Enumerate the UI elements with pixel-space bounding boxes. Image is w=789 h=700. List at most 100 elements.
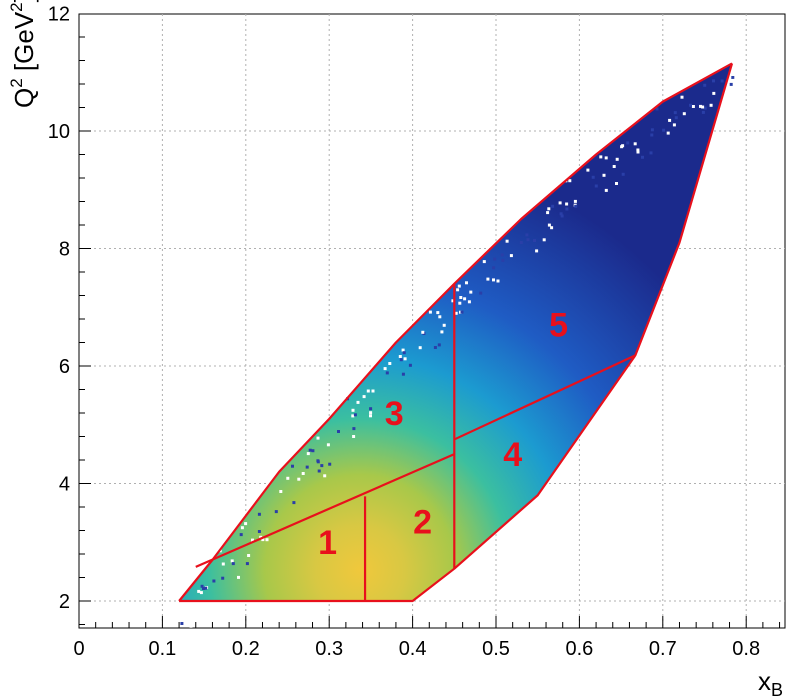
y-axis-title-mid: [GeV bbox=[9, 11, 39, 78]
sparse-bin bbox=[369, 414, 372, 418]
sparse-bin bbox=[547, 223, 551, 227]
sparse-bin bbox=[398, 355, 402, 358]
sparse-bin bbox=[701, 110, 705, 114]
heatmap-speckle bbox=[180, 76, 736, 628]
sparse-bin bbox=[438, 315, 442, 319]
sparse-bin bbox=[388, 362, 392, 365]
sparse-bin bbox=[197, 589, 201, 593]
sparse-bin bbox=[402, 351, 406, 355]
sparse-bin bbox=[604, 188, 608, 192]
x-tick-label: 0.6 bbox=[565, 638, 593, 660]
y-axis-title: Q2 [GeV2] bbox=[7, 0, 39, 108]
sparse-bin bbox=[351, 414, 355, 418]
sparse-bin bbox=[666, 131, 670, 135]
sparse-bin bbox=[574, 204, 578, 208]
y-axis-title-main: Q bbox=[9, 88, 39, 108]
heatmap-fill bbox=[179, 63, 733, 601]
sparse-bin bbox=[547, 207, 551, 211]
sparse-bin bbox=[533, 239, 536, 242]
sparse-bin bbox=[230, 559, 234, 563]
sparse-bin bbox=[199, 591, 203, 595]
sparse-bin bbox=[459, 296, 463, 299]
sparse-bin bbox=[408, 363, 412, 367]
sparse-bin bbox=[500, 253, 504, 257]
sparse-bin bbox=[371, 389, 375, 393]
region-label-2: 2 bbox=[413, 503, 432, 541]
sparse-bin bbox=[460, 310, 464, 314]
sparse-bin bbox=[465, 281, 468, 285]
x-axis-title-sub: B bbox=[771, 680, 783, 700]
x-tick-label: 0.8 bbox=[732, 638, 760, 660]
sparse-bin bbox=[680, 95, 684, 99]
sparse-bin bbox=[689, 103, 692, 107]
y-tick-label: 10 bbox=[48, 121, 70, 143]
x-axis-title-main: x bbox=[758, 666, 771, 696]
sparse-bin bbox=[469, 290, 473, 294]
sparse-bin bbox=[730, 93, 734, 97]
sparse-bin bbox=[237, 575, 240, 579]
sparse-bin bbox=[482, 260, 486, 264]
sparse-bin bbox=[691, 105, 695, 108]
sparse-bin bbox=[586, 168, 590, 172]
sparse-bin bbox=[682, 112, 686, 116]
y-axis-title-sup2: 2 bbox=[7, 2, 26, 11]
sparse-bin bbox=[221, 562, 225, 566]
sparse-bin bbox=[456, 288, 460, 292]
sparse-bin bbox=[636, 150, 640, 154]
x-tick-label: 0.2 bbox=[232, 638, 260, 660]
sparse-bin bbox=[655, 107, 659, 111]
sparse-bin bbox=[353, 413, 357, 417]
sparse-bin bbox=[492, 266, 496, 270]
sparse-bin bbox=[731, 76, 735, 79]
sparse-bin bbox=[699, 104, 702, 108]
sparse-bin bbox=[672, 123, 676, 127]
sparse-bin bbox=[709, 103, 713, 107]
sparse-bin bbox=[291, 464, 294, 468]
sparse-bin bbox=[231, 562, 235, 566]
sparse-bin bbox=[565, 202, 569, 206]
sparse-bin bbox=[206, 608, 210, 612]
sparse-bin bbox=[369, 407, 373, 411]
sparse-bin bbox=[362, 395, 366, 399]
x-tick-label: 0.1 bbox=[148, 638, 176, 660]
sparse-bin bbox=[352, 435, 356, 438]
sparse-bin bbox=[501, 258, 505, 262]
upper-boundary-line bbox=[178, 62, 733, 602]
x-tick-label: 0.3 bbox=[315, 638, 343, 660]
sparse-bin bbox=[301, 472, 305, 475]
sparse-bin bbox=[641, 155, 644, 159]
sparse-bin bbox=[493, 257, 497, 261]
sparse-bin bbox=[550, 226, 554, 230]
sparse-bin bbox=[257, 512, 261, 516]
sparse-bin bbox=[356, 400, 360, 404]
y-tick-label: 2 bbox=[59, 591, 70, 613]
sparse-bin bbox=[239, 533, 243, 537]
sparse-bin bbox=[326, 443, 330, 447]
sparse-bin bbox=[286, 476, 290, 480]
sparse-bin bbox=[612, 165, 616, 168]
sparse-bin bbox=[486, 277, 490, 281]
sparse-bin bbox=[558, 201, 562, 205]
sparse-bin bbox=[496, 279, 500, 283]
region-label-4: 4 bbox=[503, 436, 522, 474]
x-tick-label: 0.4 bbox=[399, 638, 427, 660]
sparse-bin bbox=[701, 105, 705, 109]
sparse-bin bbox=[621, 172, 625, 176]
sparse-bin bbox=[257, 530, 261, 533]
sparse-bin bbox=[732, 78, 736, 82]
sparse-bin bbox=[212, 579, 216, 583]
sparse-bin bbox=[649, 151, 653, 155]
sparse-bin bbox=[383, 367, 387, 371]
sparse-bin bbox=[308, 448, 312, 452]
sparse-bin bbox=[204, 586, 208, 590]
sparse-bin bbox=[189, 624, 193, 628]
sparse-bin bbox=[352, 427, 356, 431]
y-tick-label: 8 bbox=[59, 239, 70, 261]
x-tick-label: 0.7 bbox=[649, 638, 677, 660]
sparse-bin bbox=[401, 348, 405, 352]
sparse-bin bbox=[317, 469, 321, 473]
sparse-bin bbox=[245, 562, 249, 566]
sparse-bin bbox=[591, 175, 595, 179]
